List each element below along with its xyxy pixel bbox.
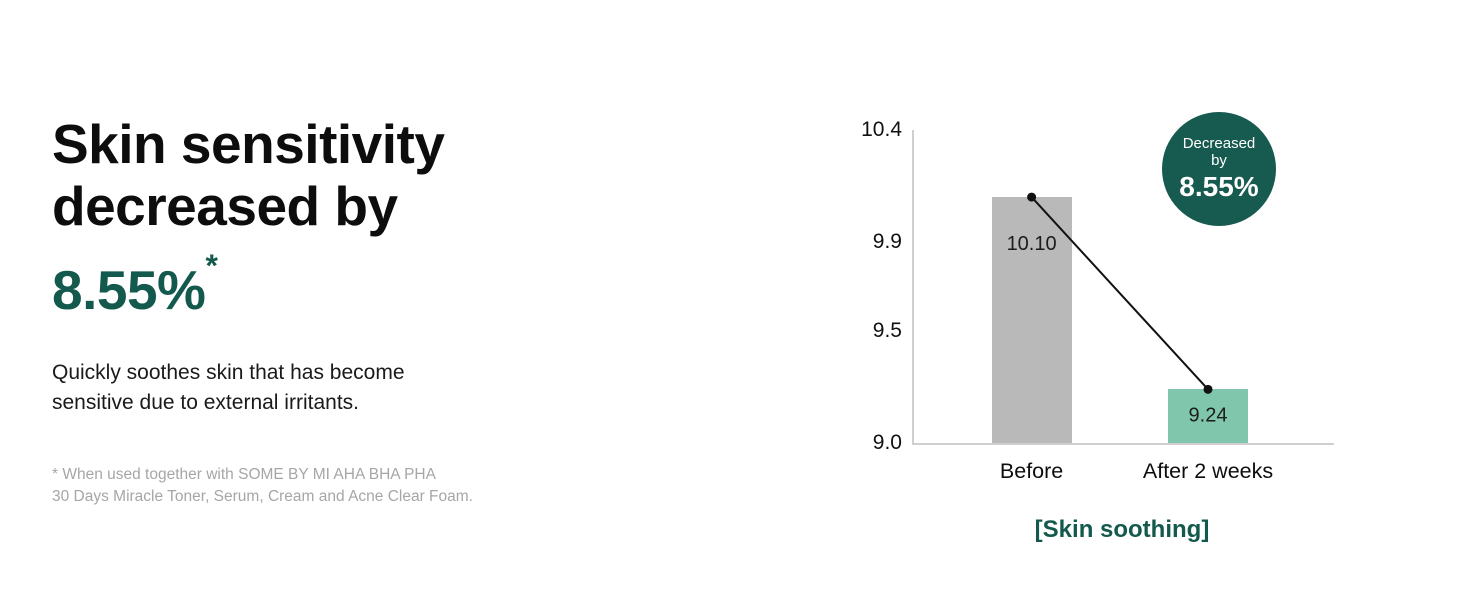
headline-line2: decreased by [52,174,398,237]
bar-value-label: 9.24 [1188,404,1228,427]
page-title: Skin sensitivity decreased by 8.55%* [52,113,692,318]
highlight-percentage: 8.55% [52,259,206,322]
description-line1: Quickly soothes skin that has become [52,361,405,385]
decrease-badge: Decreased by 8.55% [1162,112,1276,226]
bar-value-label: 10.10 [1006,233,1057,256]
y-axis-tick-label: 9.0 [872,431,902,454]
bar-after-2-weeks: 9.24 [1168,389,1248,443]
y-axis-tick-label: 10.4 [861,118,902,141]
x-axis-label: Before [999,459,1064,483]
footnote: * When used together with SOME BY MI AHA… [52,464,692,508]
text-block: Skin sensitivity decreased by 8.55%* Quick… [52,113,692,508]
badge-label: Decreased by [1182,135,1256,169]
headline-line1: Skin sensitivity [52,113,445,175]
chart-caption: [Skin soothing] [1034,516,1210,543]
asterisk: * [205,246,218,283]
description-line2: sensitive due to external irritants. [52,391,359,415]
description: Quickly soothes skin that has become sens… [52,358,692,418]
y-axis-tick-label: 9.5 [872,319,902,343]
footnote-line2: 30 Days Miracle Toner, Serum, Cream and … [52,488,473,506]
bar-chart: 10.4 9.9 9.5 9.0 10.10 Before 9.24 After 2 week… [850,112,1390,588]
footnote-line1: * When used together with SOME BY MI AHA… [52,466,436,484]
badge-value: 8.55% [1179,171,1259,202]
highlight-value: 8.55%* [52,249,692,318]
y-axis-tick-label: 9.9 [872,229,902,253]
x-axis-label: After 2 weeks [1142,459,1274,483]
bar-before: 10.10 [991,197,1072,443]
